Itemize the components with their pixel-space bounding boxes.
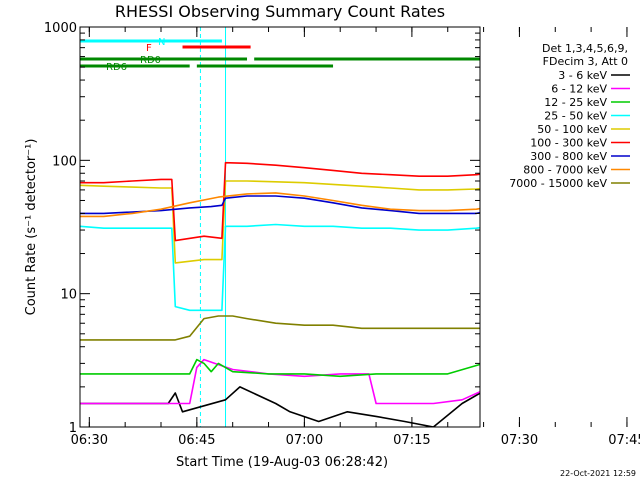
legend-label-7000-15000-kev: 7000 - 15000 keV	[509, 177, 607, 190]
chart-title: RHESSI Observing Summary Count Rates	[115, 2, 445, 21]
legend: Det 1,3,4,5,6,9,FDecim 3, Att 03 - 6 keV…	[509, 42, 630, 190]
y-tick-label-1: 1	[69, 421, 77, 436]
legend-label-6-12-kev: 6 - 12 keV	[551, 83, 607, 96]
legend-header-1: Det 1,3,4,5,6,9,	[542, 42, 628, 55]
x-tick-label-0630: 06:30	[71, 433, 108, 448]
series-line-6-12-kev	[80, 358, 480, 405]
axes: 06:3006:4507:0007:1507:3007:4508:0011010…	[44, 21, 640, 448]
series-line-12-25-kev	[80, 358, 480, 378]
flag-label-f: F	[146, 43, 152, 54]
y-axis-label: Count Rate (s⁻¹ detector⁻¹)	[24, 139, 39, 316]
series-line-3-6-kev	[80, 386, 480, 427]
y-tick-label-100: 100	[52, 154, 77, 169]
legend-label-50-100-kev: 50 - 100 keV	[537, 123, 607, 136]
y-tick-label-1000: 1000	[44, 21, 77, 36]
legend-label-100-300-kev: 100 - 300 keV	[530, 137, 607, 150]
flag-label-n: N	[158, 37, 165, 48]
legend-label-800-7000-kev: 800 - 7000 keV	[523, 164, 607, 177]
x-tick-label-0645: 06:45	[178, 433, 215, 448]
legend-label-300-800-kev: 300 - 800 keV	[530, 150, 607, 163]
y-tick-label-10: 10	[60, 288, 77, 303]
legend-header-2: FDecim 3, Att 0	[543, 55, 628, 68]
series-line-800-7000-kev	[80, 192, 480, 218]
x-tick-label-0745: 07:45	[608, 433, 640, 448]
series-line-50-100-kev	[80, 180, 480, 264]
x-tick-label-0715: 07:15	[393, 433, 430, 448]
flag-label-rd0: RD0	[140, 55, 161, 66]
series-line-100-300-kev	[80, 161, 480, 242]
series-line-7000-15000-kev	[80, 315, 480, 341]
legend-label-12-25-kev: 12 - 25 keV	[544, 96, 607, 109]
footer-timestamp: 22-Oct-2021 12:59	[560, 469, 636, 478]
legend-label-3-6-kev: 3 - 6 keV	[558, 69, 607, 82]
x-tick-label-0730: 07:30	[501, 433, 538, 448]
plot-frame	[79, 26, 481, 428]
x-tick-label-0700: 07:00	[286, 433, 323, 448]
series-line-25-50-kev	[80, 223, 480, 312]
x-axis-label: Start Time (19-Aug-03 06:28:42)	[176, 455, 388, 470]
legend-label-25-50-kev: 25 - 50 keV	[544, 110, 607, 123]
flag-label-rd6: RD6	[106, 62, 127, 73]
